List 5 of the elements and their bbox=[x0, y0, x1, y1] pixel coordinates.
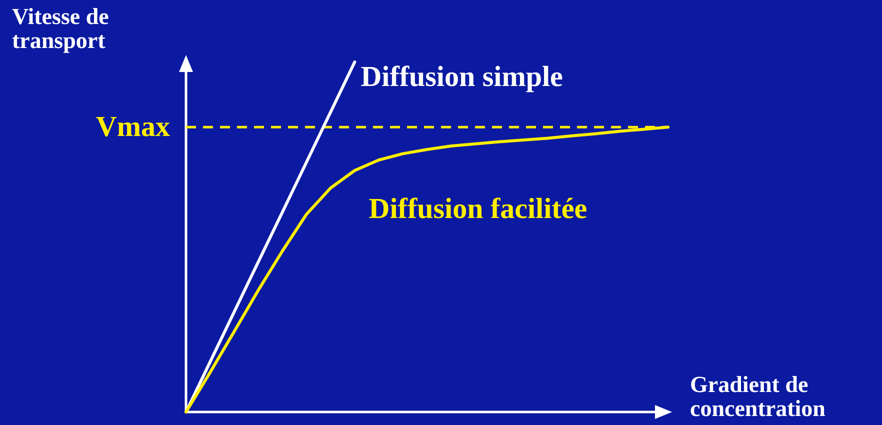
series-label: Diffusion facilitée bbox=[368, 193, 588, 225]
y-axis-title: Vitesse de transport bbox=[12, 4, 109, 53]
ref-line-label: Vmax bbox=[96, 111, 170, 144]
x-axis-title: Gradient de concentration bbox=[690, 372, 826, 421]
series-label: Diffusion simple bbox=[360, 61, 564, 93]
